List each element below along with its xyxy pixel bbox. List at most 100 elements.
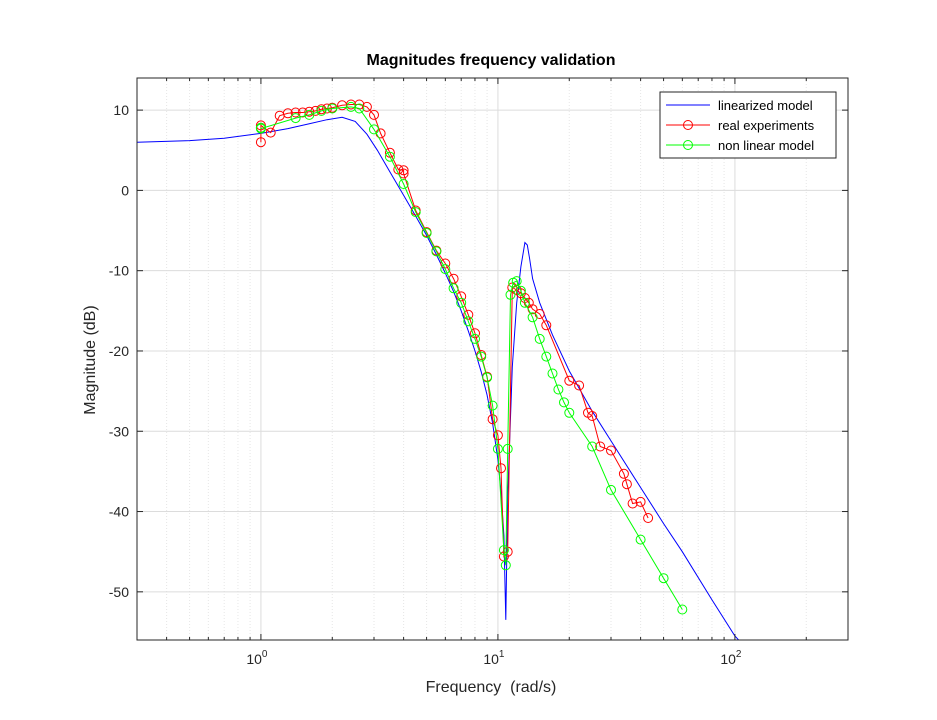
data-point <box>476 351 487 362</box>
data-point <box>255 123 266 134</box>
x-tick-base: 10 <box>720 651 736 667</box>
data-point <box>297 107 308 118</box>
data-point <box>282 108 293 119</box>
data-point <box>496 463 506 474</box>
series-real-experiments <box>255 99 654 562</box>
x-tick-label: 101 <box>483 649 505 667</box>
y-tick-labels: 10 0 -10 -20 -30 -40 -50 <box>109 102 129 600</box>
legend-marker <box>683 140 693 150</box>
data-point <box>255 137 266 148</box>
data-point <box>463 309 474 320</box>
data-point <box>502 443 513 454</box>
data-point <box>534 309 545 319</box>
legend-label: non linear model <box>718 138 814 153</box>
data-point <box>369 124 379 135</box>
data-point <box>559 397 569 408</box>
legend-marker <box>683 120 693 130</box>
series-non-linear-model <box>255 101 688 615</box>
data-point <box>564 407 575 418</box>
legend-label: linearized model <box>718 98 813 113</box>
data-point <box>304 106 315 117</box>
y-tick-label: -10 <box>109 263 129 279</box>
data-point <box>398 168 409 179</box>
y-tick-label: -40 <box>109 504 129 520</box>
x-tick-label: 100 <box>246 649 268 667</box>
data-point <box>564 375 575 386</box>
data-point <box>487 414 498 425</box>
data-point <box>290 107 301 118</box>
plot-area <box>136 77 849 641</box>
data-point <box>448 283 459 294</box>
data-point <box>369 109 379 120</box>
data-point <box>487 400 498 411</box>
y-tick-label: 10 <box>113 102 129 118</box>
data-point <box>500 560 511 571</box>
legend-item: real experiments <box>666 118 815 133</box>
y-tick-label: -50 <box>109 584 129 600</box>
data-point <box>384 151 395 162</box>
data-point <box>587 411 598 421</box>
data-point <box>255 120 266 131</box>
x-axis-label: Frequency (rad/s) <box>426 679 557 696</box>
data-point <box>527 312 538 323</box>
data-point <box>482 372 493 383</box>
x-tick-exponent: 2 <box>736 649 742 660</box>
data-point <box>511 276 522 287</box>
data-point <box>456 291 467 302</box>
data-point <box>470 333 480 344</box>
data-point <box>553 384 564 395</box>
legend: linearized model real experiments non line… <box>659 91 837 159</box>
data-point <box>606 445 616 456</box>
y-tick-label: -20 <box>109 343 129 359</box>
x-tick-label: 102 <box>720 649 742 667</box>
data-point <box>431 246 442 257</box>
data-point <box>635 496 646 507</box>
data-point <box>398 165 409 176</box>
x-tick-exponent: 0 <box>262 649 268 660</box>
tick-marks <box>136 78 848 640</box>
data-point <box>541 351 552 362</box>
data-point <box>515 285 526 296</box>
data-point <box>492 443 503 454</box>
data-point <box>421 228 432 238</box>
x-tick-base: 10 <box>246 651 262 667</box>
minor-grid <box>136 78 807 640</box>
data-point <box>505 289 516 300</box>
data-point <box>456 297 467 308</box>
x-tick-base: 10 <box>483 651 499 667</box>
data-point <box>595 441 606 452</box>
data-point <box>574 380 585 391</box>
data-point <box>498 545 509 556</box>
x-tick-exponent: 1 <box>499 649 505 660</box>
data-point <box>440 264 451 275</box>
data-point <box>587 441 598 452</box>
axes-box <box>136 77 849 641</box>
data-point <box>346 99 356 110</box>
data-point <box>621 479 632 490</box>
data-point <box>606 484 616 495</box>
data-point <box>643 513 654 523</box>
data-point <box>492 430 503 441</box>
data-point <box>677 604 688 615</box>
data-point <box>354 103 365 114</box>
data-point <box>290 113 301 124</box>
legend-label: real experiments <box>718 118 815 133</box>
legend-item: linearized model <box>666 98 813 113</box>
data-point <box>627 498 638 509</box>
x-tick-labels: 100 101 102 <box>246 649 742 667</box>
data-point <box>541 320 552 331</box>
y-tick-label: 0 <box>121 182 129 198</box>
data-point <box>316 105 327 116</box>
data-point <box>547 368 558 379</box>
data-point <box>304 109 315 120</box>
chart-title: Magnitudes frequency validation <box>367 52 616 69</box>
data-point <box>463 316 474 327</box>
data-point <box>265 127 276 138</box>
data-point <box>534 333 545 344</box>
data-point <box>519 297 530 308</box>
series-line <box>260 106 683 610</box>
y-tick-label: -30 <box>109 423 129 439</box>
data-point <box>361 101 372 112</box>
legend-item: non linear model <box>666 138 814 153</box>
